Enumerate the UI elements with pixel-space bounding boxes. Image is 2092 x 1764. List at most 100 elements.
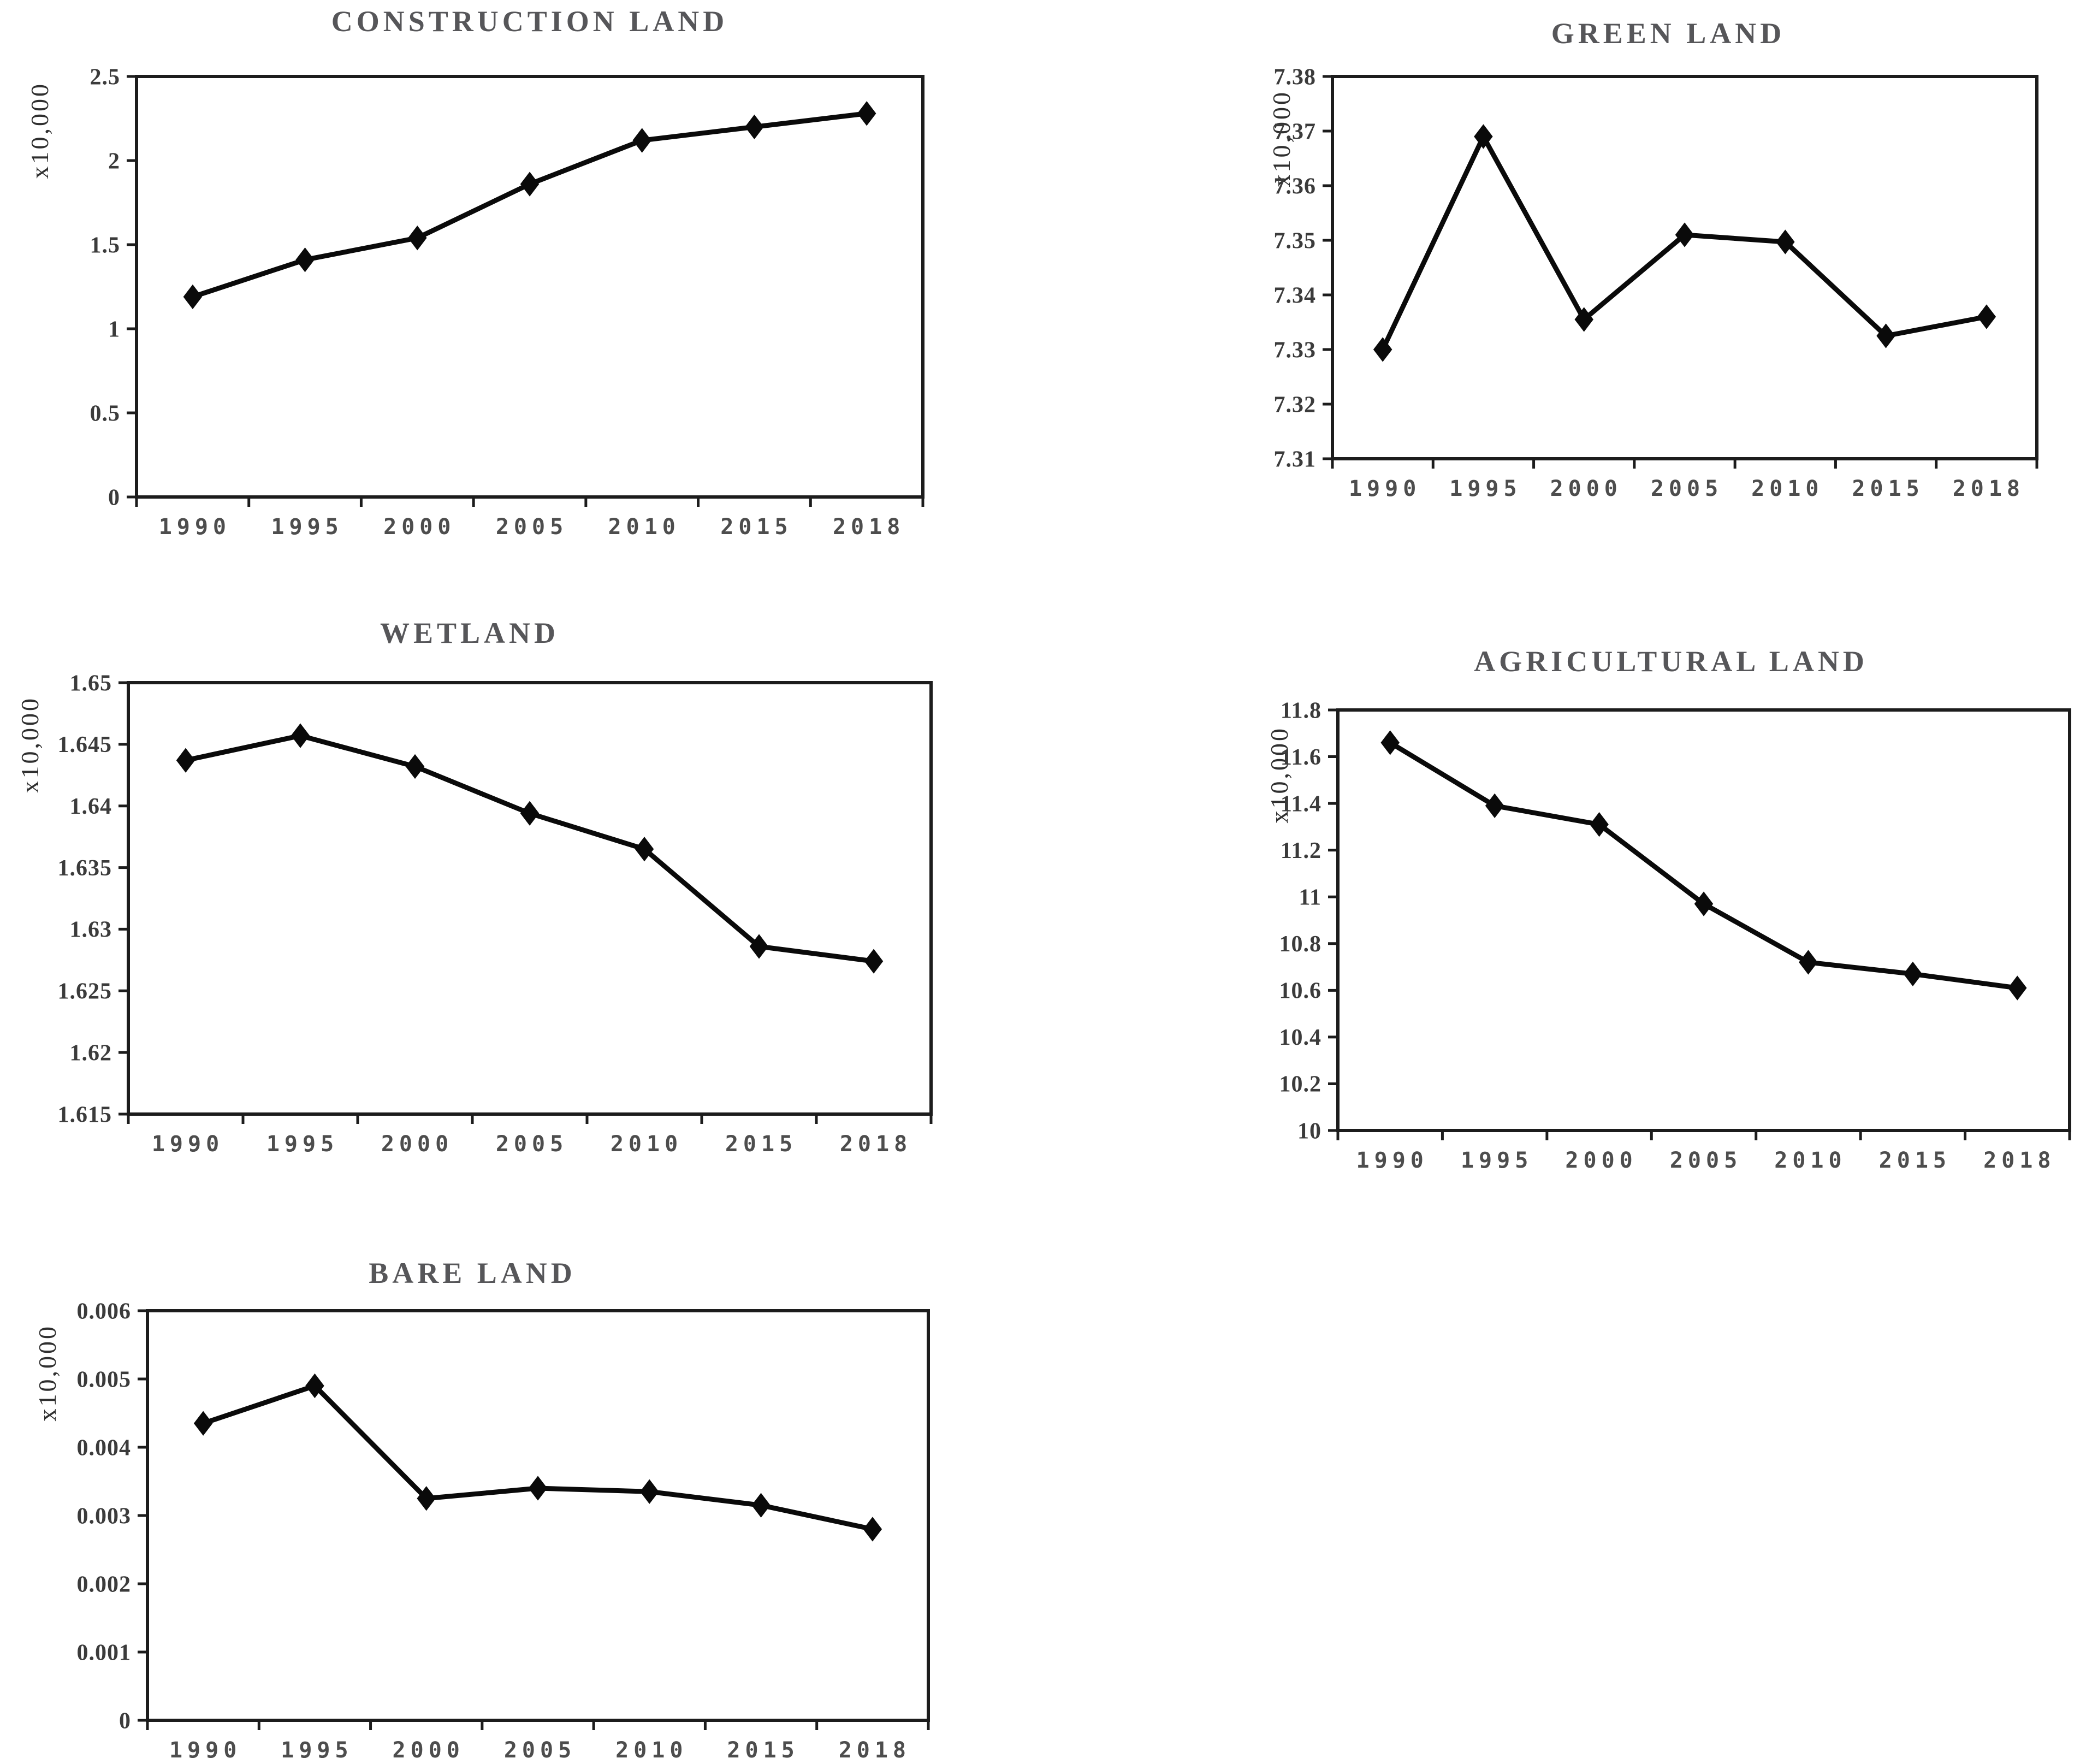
- x-tick-label: 2015: [720, 514, 792, 540]
- y-tick-label: 10.8: [1279, 932, 1322, 957]
- y-tick-label: 1.615: [58, 1102, 112, 1127]
- line-plot: 7.38 7.37 7.36 7.35 7.34 7.33 7.32 7.31 1990 1995…: [1274, 64, 2038, 501]
- x-tick-label: 2015: [725, 1132, 797, 1157]
- data-point-marker: [1799, 950, 1818, 975]
- y-tick-label: 0.005: [77, 1367, 132, 1392]
- y-tick-label: 11: [1299, 885, 1321, 910]
- data-point-marker: [1903, 961, 1923, 987]
- y-tick-label: 0: [108, 485, 120, 510]
- x-tick-label: 2005: [504, 1738, 576, 1763]
- x-tick-label: 2010: [1774, 1148, 1846, 1173]
- data-point-marker: [193, 1411, 213, 1436]
- chart-bare-land: BARE LAND x10,000 0.006 0.005 0.004 0.003 0.…: [0, 1234, 950, 1764]
- data-point-marker: [291, 723, 310, 748]
- y-tick-label: 11.6: [1281, 745, 1321, 770]
- data-point-marker: [1876, 323, 1895, 348]
- x-tick-label: 2015: [1879, 1148, 1951, 1173]
- data-point-marker: [1977, 304, 1996, 329]
- y-tick-label: 7.34: [1274, 283, 1317, 308]
- data-point-marker: [528, 1476, 548, 1501]
- data-point-marker: [864, 949, 884, 974]
- x-tick-label: 2010: [1751, 476, 1823, 501]
- x-tick-label: 2000: [383, 514, 455, 540]
- x-tick-label: 1990: [1356, 1148, 1429, 1173]
- y-tick-label: 7.31: [1274, 447, 1317, 472]
- x-tick-label: 1995: [266, 1132, 339, 1157]
- data-point-marker: [520, 171, 540, 197]
- data-point-marker: [632, 128, 651, 153]
- x-tick-label: 1995: [1449, 476, 1521, 501]
- chart-title: WETLAND: [380, 617, 560, 649]
- line-plot: 0.006 0.005 0.004 0.003 0.002 0.001 0 1990 1995 2…: [77, 1299, 930, 1763]
- y-tick-label: 1.625: [58, 979, 112, 1004]
- data-point-marker: [183, 284, 203, 310]
- y-tick-label: 10.4: [1279, 1025, 1322, 1050]
- y-tick-label: 1: [108, 317, 120, 342]
- x-tick-label: 2010: [611, 1132, 683, 1157]
- y-tick-label: 1.63: [70, 917, 112, 943]
- chart-title: AGRICULTURAL LAND: [1474, 645, 1868, 678]
- data-point-marker: [405, 754, 425, 779]
- y-tick-label: 11.8: [1281, 698, 1321, 723]
- y-tick-label: 7.33: [1274, 338, 1317, 363]
- x-tick-label: 2018: [833, 514, 905, 540]
- data-point-marker: [1776, 229, 1795, 254]
- chart-wetland: WETLAND x10,000 1.65 1.645 1.64 1.635 1.63 1.…: [0, 601, 950, 1163]
- chart-title: GREEN LAND: [1551, 17, 1786, 50]
- line-plot: 1.65 1.645 1.64 1.635 1.63 1.625 1.62 1.615 1990…: [58, 671, 933, 1157]
- data-point-marker: [408, 226, 427, 251]
- line-plot: 2.5 2 1.5 1 0.5 0 1990 1995 2000 2005 2010 2015 2018: [90, 64, 924, 540]
- x-tick-label: 1990: [159, 514, 231, 540]
- y-tick-label: 10.6: [1279, 979, 1322, 1004]
- y-tick-label: 0.004: [77, 1435, 132, 1460]
- data-line: [183, 733, 876, 964]
- x-tick-label: 2018: [839, 1738, 911, 1763]
- x-tick-label: 2018: [1953, 476, 2025, 501]
- data-point-marker: [1380, 730, 1400, 755]
- plot-border: [127, 681, 933, 1116]
- data-point-marker: [520, 801, 540, 826]
- data-point-marker: [1675, 222, 1694, 247]
- data-line: [1388, 740, 2020, 991]
- data-point-marker: [1485, 793, 1504, 819]
- x-tick-label: 2000: [1565, 1148, 1637, 1173]
- data-point-marker: [176, 748, 195, 773]
- data-point-marker: [635, 837, 654, 862]
- x-tick-label: 2005: [496, 1132, 568, 1157]
- y-tick-label: 2.5: [90, 64, 121, 90]
- y-tick-label: 7.36: [1274, 174, 1317, 199]
- y-tick-label: 0.002: [77, 1572, 132, 1597]
- y-tick-label: 0.003: [77, 1503, 132, 1529]
- chart-title: CONSTRUCTION LAND: [331, 5, 728, 38]
- y-tick-label: 1.65: [70, 671, 112, 696]
- plot-border: [1331, 75, 2038, 460]
- data-point-marker: [863, 1517, 882, 1542]
- x-tick-label: 2000: [1550, 476, 1622, 501]
- x-tick-label: 1990: [1349, 476, 1421, 501]
- x-tick-label: 1995: [1461, 1148, 1533, 1173]
- y-tick-label: 7.38: [1274, 64, 1317, 90]
- y-tick-label: 1.64: [70, 794, 112, 819]
- x-tick-label: 2005: [1670, 1148, 1742, 1173]
- y-tick-label: 0.001: [77, 1640, 132, 1665]
- chart-construction-land: CONSTRUCTION LAND x10,000 2.5 2 1.5 1 0.5 0 19…: [0, 0, 950, 579]
- data-point-marker: [749, 934, 769, 959]
- x-tick-label: 1995: [281, 1738, 353, 1763]
- data-point-marker: [417, 1486, 436, 1511]
- y-tick-label: 10: [1297, 1118, 1321, 1144]
- y-tick-label: 11.2: [1281, 838, 1321, 863]
- data-line: [200, 1383, 875, 1532]
- x-tick-label: 2018: [1983, 1148, 2055, 1173]
- y-tick-label: 2: [108, 149, 120, 174]
- data-point-marker: [857, 101, 876, 126]
- data-point-marker: [1694, 891, 1714, 916]
- x-tick-label: 2010: [608, 514, 680, 540]
- data-line: [190, 111, 869, 299]
- plot-border: [135, 75, 924, 499]
- data-point-marker: [2008, 975, 2027, 1001]
- x-tick-label: 2000: [381, 1132, 453, 1157]
- plot-border: [1336, 708, 2071, 1132]
- x-tick-label: 2010: [615, 1738, 688, 1763]
- y-tick-label: 0: [119, 1708, 131, 1733]
